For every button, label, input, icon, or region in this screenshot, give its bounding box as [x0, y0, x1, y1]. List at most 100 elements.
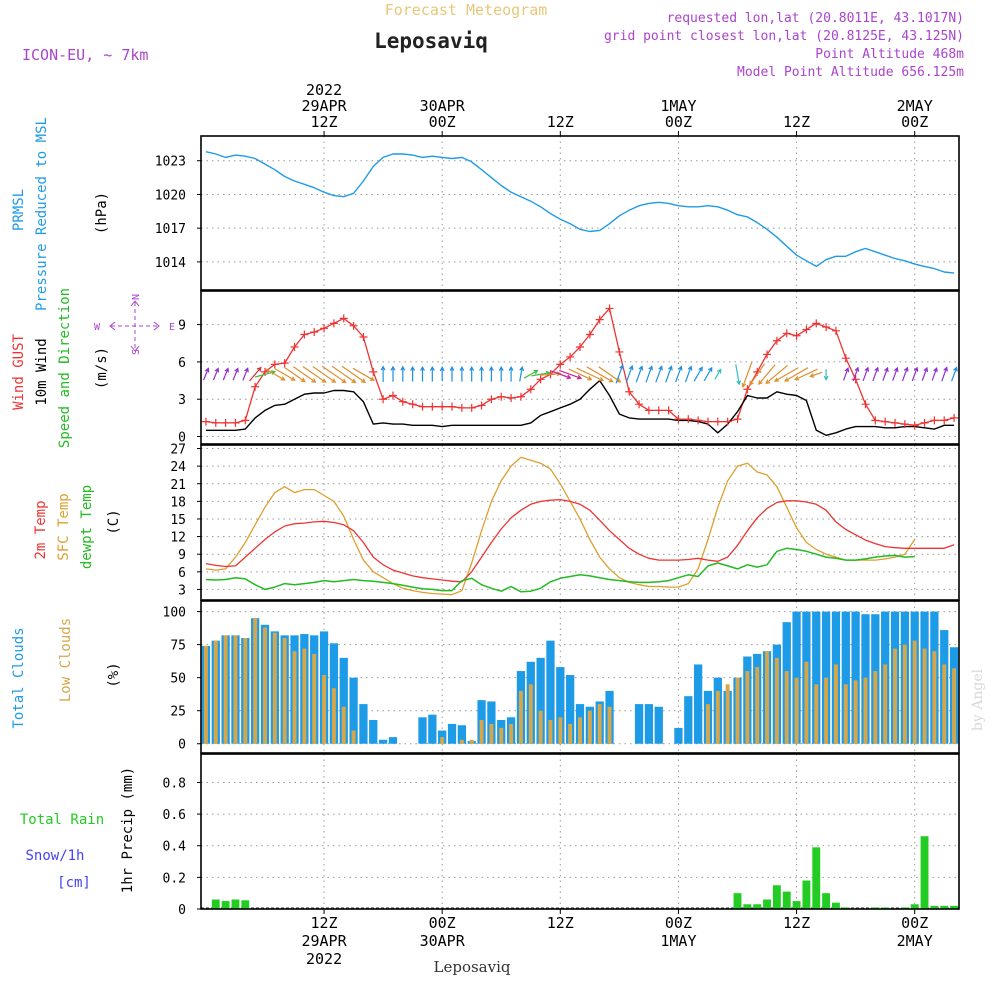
- wind-arrow: [312, 366, 337, 383]
- ytick-label: 0: [178, 903, 186, 918]
- gust-marker: [369, 367, 378, 376]
- point-altitude: Point Altitude 468m: [815, 47, 964, 62]
- total-cloud-bar: [428, 714, 437, 744]
- wind-arrow: [469, 365, 475, 382]
- wind-arrow: [794, 368, 818, 381]
- rain-bar: [822, 893, 831, 909]
- line-layer: [205, 151, 955, 596]
- bottom-time-label: 00Z: [901, 914, 928, 932]
- wind-arrow: [222, 367, 229, 381]
- total-cloud-bar: [812, 611, 821, 744]
- gust-marker: [615, 347, 624, 356]
- wind-arrow: [249, 366, 262, 382]
- wind-arrow: [714, 368, 722, 380]
- low-cloud-bar: [509, 723, 514, 744]
- credit-watermark: by Angel: [970, 668, 986, 731]
- low-cloud-bar: [489, 723, 494, 744]
- ytick-label: 0.6: [163, 808, 186, 823]
- compass-s: S: [131, 349, 142, 355]
- rain-bar: [782, 891, 791, 909]
- wind-arrow: [390, 365, 396, 382]
- gust-marker: [881, 417, 890, 426]
- panel-frame: [200, 600, 960, 754]
- total-cloud-bar: [359, 704, 368, 744]
- rain-bar: [772, 885, 781, 909]
- frame-layer: [200, 135, 960, 910]
- total-cloud-bar: [418, 717, 427, 744]
- gust-marker: [359, 333, 368, 342]
- gust-marker: [211, 418, 220, 427]
- ytick-label: 75: [170, 639, 186, 654]
- prmsl-desc-label: Pressure Reduced to MSL: [34, 117, 50, 311]
- gust-marker: [428, 402, 437, 411]
- wind-arrow: [549, 370, 572, 380]
- low-cloud-bar: [597, 704, 602, 744]
- low-cloud-bar: [213, 640, 218, 744]
- gust-marker: [329, 319, 338, 328]
- rain-bar: [763, 899, 771, 909]
- ytick-label: 24: [170, 460, 186, 475]
- low-cloud-bar: [932, 651, 937, 744]
- tick-layer: 1014101710201023036936912151821242702550…: [155, 155, 201, 918]
- snow-label: Snow/1h: [25, 848, 84, 864]
- gust-marker: [871, 416, 880, 425]
- gust-marker: [379, 395, 388, 404]
- low-cloud-bar: [745, 671, 750, 744]
- low-cloud-bar: [755, 667, 760, 744]
- grid-lonlat: grid point closest lon,lat (20.8125E, 43…: [604, 29, 964, 44]
- low-cloud-bar: [833, 664, 838, 744]
- ytick-label: 0.8: [163, 776, 186, 791]
- total-cloud-bar: [841, 611, 850, 744]
- wind-arrow: [625, 364, 634, 383]
- low-cloud-bar: [558, 717, 563, 744]
- wind-arrow: [274, 368, 296, 381]
- prmsl-label: PRMSL: [11, 189, 27, 231]
- gust-marker: [635, 400, 644, 409]
- gust-marker: [408, 400, 417, 409]
- bottom-time-label: 00Z: [429, 914, 456, 932]
- wind10m-label: 10m Wind: [34, 338, 50, 405]
- gust-marker: [595, 315, 604, 324]
- total-cloud-bar: [851, 611, 860, 744]
- ytick-label: 0.4: [163, 840, 187, 855]
- wind-arrow: [232, 367, 239, 381]
- bottom-time-label: 12Z: [783, 914, 810, 932]
- wind-arrow: [757, 364, 776, 386]
- ytick-label: 3: [178, 393, 186, 408]
- low-cloud-bar: [853, 680, 858, 744]
- wind-arrow: [341, 365, 367, 384]
- compass-n: N: [131, 294, 142, 300]
- top-time-label: 12Z: [547, 113, 574, 131]
- total-cloud-bar: [693, 664, 703, 744]
- rain-bar: [241, 900, 250, 909]
- total-cloud-bar: [654, 706, 663, 744]
- model-label: ICON-EU, ~ 7km: [22, 46, 148, 64]
- compass-w: W: [94, 322, 101, 333]
- low-cloud-bar: [735, 677, 740, 744]
- ytick-label: 1023: [155, 155, 186, 170]
- low-cloud-bar: [203, 645, 208, 744]
- low-cloud-bar: [322, 675, 327, 744]
- low-cloud-bar: [223, 635, 228, 744]
- gust-marker: [576, 342, 584, 351]
- low-cloud-bar: [331, 688, 336, 744]
- low-cloud-bar: [912, 640, 917, 744]
- gust-marker: [339, 314, 348, 323]
- gust-marker: [664, 406, 673, 415]
- low-cloud-bar: [922, 648, 927, 744]
- total-cloud-bar: [684, 696, 693, 744]
- low-cloud-bar: [302, 648, 307, 744]
- gust-marker: [556, 360, 565, 369]
- sfc-temp-label: SFC Temp: [56, 493, 72, 560]
- wind-arrow: [410, 365, 416, 382]
- wind-arrow: [809, 371, 823, 378]
- low-cloud-bar: [893, 648, 897, 744]
- wind-arrow: [586, 366, 614, 383]
- gust-marker: [920, 418, 929, 427]
- bottom-time-label: 29APR: [301, 932, 347, 950]
- wind-arrow: [921, 366, 929, 381]
- top-time-label: 2022: [306, 81, 342, 99]
- pressure-line: [205, 151, 955, 274]
- ytick-label: 50: [170, 672, 186, 687]
